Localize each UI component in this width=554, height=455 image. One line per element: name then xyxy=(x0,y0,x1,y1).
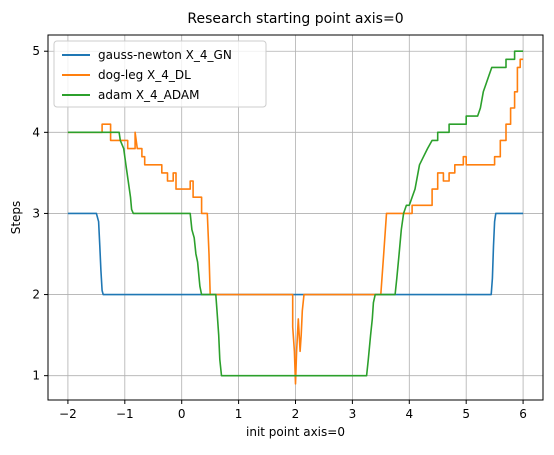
legend-entry: adam X_4_ADAM xyxy=(98,88,199,102)
y-tick-label: 2 xyxy=(32,288,40,302)
y-tick-label: 1 xyxy=(32,369,40,383)
chart-title: Research starting point axis=0 xyxy=(187,11,403,27)
x-tick-label: 3 xyxy=(349,407,357,421)
series-lines xyxy=(67,50,524,385)
x-tick-label: 5 xyxy=(462,407,470,421)
x-tick-label: −1 xyxy=(116,407,134,421)
series-line xyxy=(67,50,524,377)
x-tick-label: −2 xyxy=(59,407,77,421)
series-line xyxy=(67,212,524,296)
x-tick-label: 4 xyxy=(405,407,413,421)
x-axis-ticks: −2 −1 0 1 2 3 4 5 6 xyxy=(59,400,527,421)
x-tick-label: 0 xyxy=(178,407,186,421)
series-line xyxy=(67,58,524,385)
x-tick-label: 6 xyxy=(519,407,527,421)
y-axis-label: Steps xyxy=(9,201,23,235)
y-tick-label: 4 xyxy=(32,125,40,139)
x-tick-label: 2 xyxy=(292,407,300,421)
legend-entry: dog-leg X_4_DL xyxy=(98,68,191,82)
y-tick-label: 5 xyxy=(32,44,40,58)
y-tick-label: 3 xyxy=(32,206,40,220)
legend-entry: gauss-newton X_4_GN xyxy=(98,48,232,62)
x-axis-label: init point axis=0 xyxy=(246,425,345,439)
y-axis-ticks: 1 2 3 4 5 xyxy=(32,44,48,383)
x-tick-label: 1 xyxy=(235,407,243,421)
legend-box xyxy=(53,40,267,108)
